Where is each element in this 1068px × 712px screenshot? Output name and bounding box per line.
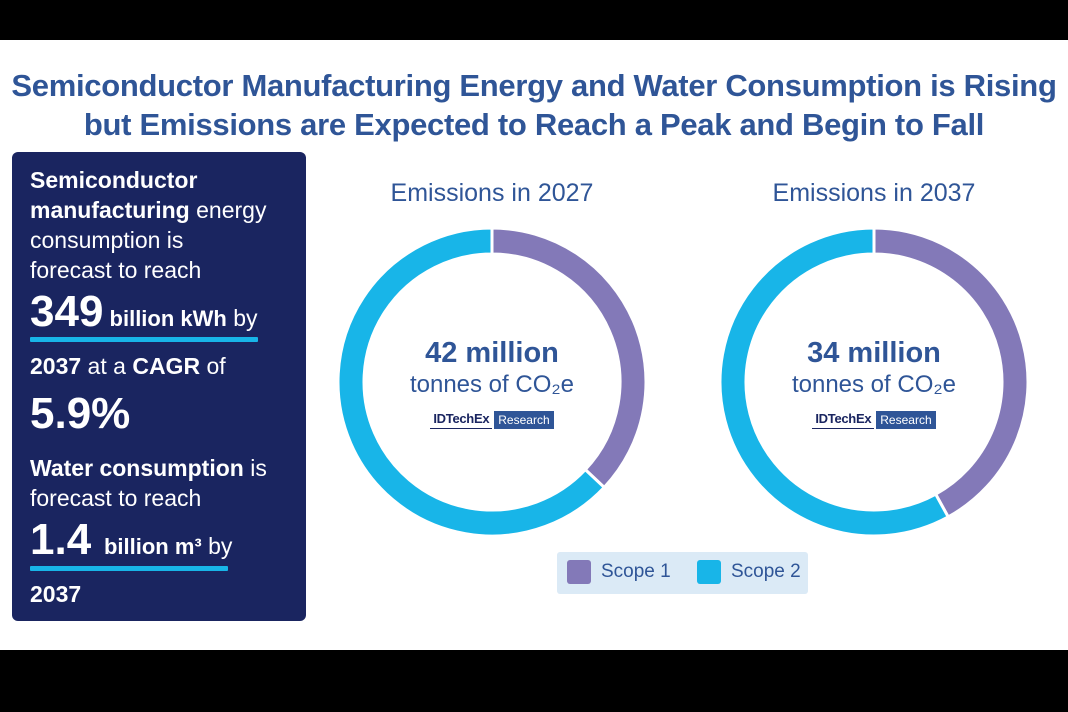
page-title: Semiconductor Manufacturing Energy and W… xyxy=(0,66,1068,144)
chart-1-donut xyxy=(336,226,648,538)
legend-item-scope-2: Scope 2 xyxy=(697,560,801,584)
chart-1-title: Emissions in 2027 xyxy=(390,179,594,207)
water-unit: billion m³ xyxy=(103,534,202,559)
cagr-line: 2037 at a CAGR of xyxy=(30,353,226,379)
stats-panel: Semiconductor manufacturing energy consu… xyxy=(12,152,306,621)
chart-1-logo: IDTechEx Research xyxy=(430,410,554,429)
chart-2-center-unit: tonnes of CO₂e xyxy=(791,371,957,398)
chart-2-center-value: 34 million xyxy=(807,337,941,369)
legend-swatch-scope-2 xyxy=(697,560,721,584)
legend-swatch-scope-1 xyxy=(567,560,591,584)
energy-value: 349 xyxy=(30,287,104,336)
energy-unit: billion kWh xyxy=(103,306,227,331)
energy-stat: 349 billion kWh by xyxy=(30,287,258,336)
cagr-value: 5.9% xyxy=(30,389,131,438)
chart-1-center-unit: tonnes of CO₂e xyxy=(409,371,575,398)
water-value: 1.4 xyxy=(30,515,92,564)
legend-label-scope-1: Scope 1 xyxy=(601,561,671,582)
chart-1-center: 42 million tonnes of CO₂e IDTechEx Resear… xyxy=(332,336,652,429)
chart-2-center: 34 million tonnes of CO₂e IDTechEx Resear… xyxy=(714,336,1034,429)
chart-2-donut xyxy=(718,226,1030,538)
chart-1-center-value: 42 million xyxy=(425,337,559,369)
infographic-canvas: Semiconductor Manufacturing Energy and W… xyxy=(0,40,1068,650)
chart-2-title: Emissions in 2037 xyxy=(772,179,976,207)
chart-2-logo: IDTechEx Research xyxy=(812,410,936,429)
panel-line-1: Semiconductor xyxy=(30,167,198,193)
chart-1-slice-scope-2 xyxy=(336,226,607,538)
water-label-line: Water consumption is xyxy=(30,455,267,481)
water-stat: 1.4 billion m³ by xyxy=(30,515,233,564)
legend-item-scope-1: Scope 1 xyxy=(567,560,671,584)
panel-line-4: forecast to reach xyxy=(30,257,202,283)
panel-line-3: consumption is xyxy=(30,227,184,253)
title-line-1: Semiconductor Manufacturing Energy and W… xyxy=(11,68,1057,103)
energy-underline xyxy=(30,337,258,342)
chart-2-slice-scope-2 xyxy=(718,226,951,538)
title-line-2: but Emissions are Expected to Reach a Pe… xyxy=(83,107,985,142)
water-underline xyxy=(30,566,228,571)
water-forecast-line: forecast to reach xyxy=(30,485,202,511)
water-year: 2037 xyxy=(30,581,82,607)
panel-line-2: manufacturing energy xyxy=(30,197,267,223)
chart-legend: Scope 1 Scope 2 xyxy=(557,552,808,594)
legend-label-scope-2: Scope 2 xyxy=(731,561,801,582)
